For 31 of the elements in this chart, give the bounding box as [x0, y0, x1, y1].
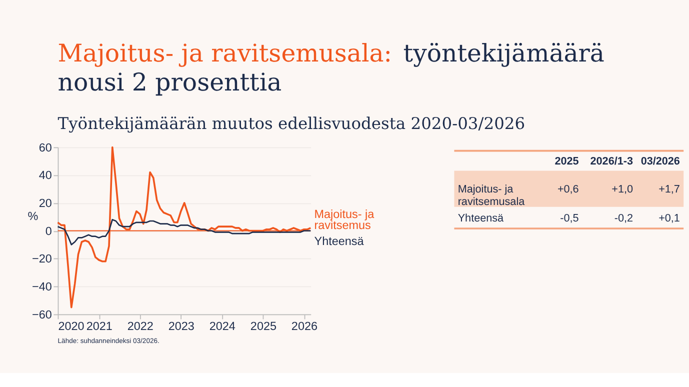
series-label: Majoitus- ja ravitsemus [314, 208, 375, 232]
x-tick-label: 2024 [209, 320, 236, 334]
text: +0,1 [658, 212, 680, 224]
category-label: 2025 [554, 155, 579, 168]
category-label: Majoitus- ja ravitsemusala [458, 183, 525, 208]
series-label: Yhteensä [314, 235, 364, 248]
y-tick-label: 20 [38, 196, 52, 210]
category-label: Yhteensä [458, 212, 504, 224]
x-tick-label: 2021 [86, 320, 112, 334]
y-tick-label: 60 [38, 141, 52, 154]
text: -0,2 [614, 212, 634, 224]
category-label: 2026/1-3 [590, 155, 634, 168]
text: -0,5 [560, 212, 579, 224]
x-tick-label: 2025 [250, 320, 277, 334]
text: +1,7 [658, 183, 680, 196]
text: +1,0 [612, 183, 634, 196]
y-tick-label: 0 [45, 224, 52, 238]
line-series [56, 146, 312, 308]
text: +0,6 [557, 183, 579, 196]
chart-title: Majoitus- ja ravitsemusala: työntekijämäärä nousi 2 prosenttia [58, 38, 604, 96]
category-label: 03/2026 [640, 155, 680, 168]
x-tick-label: 2020 [58, 320, 85, 334]
chart-subtitle: Työntekijämäärän muutos edellisvuodesta 2020-03/2026 [58, 114, 526, 134]
y-tick-label: −20 [32, 252, 52, 266]
y-axis-title: % [28, 210, 38, 224]
x-tick-label: 2023 [168, 320, 194, 334]
x-tick-label: 2022 [127, 320, 154, 334]
y-tick-label: −60 [32, 308, 52, 322]
y-tick-label: 40 [38, 169, 52, 182]
y-tick-label: −40 [32, 280, 52, 294]
x-tick-label: 2026 [291, 320, 318, 334]
